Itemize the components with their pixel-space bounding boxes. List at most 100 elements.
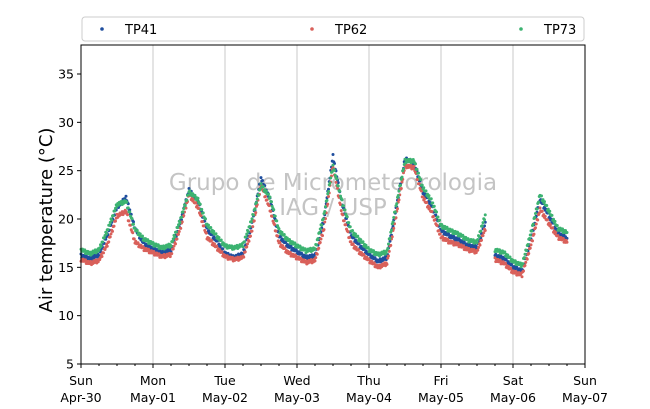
data-point: [424, 189, 428, 193]
data-point: [391, 220, 395, 224]
data-point: [396, 194, 400, 198]
data-point: [171, 240, 174, 244]
legend-label-tp73: TP73: [543, 23, 576, 38]
data-point: [508, 255, 512, 259]
legend-marker-tp62: [310, 27, 314, 31]
data-point: [531, 239, 534, 243]
data-point: [267, 204, 271, 208]
data-point: [241, 245, 245, 249]
data-point: [186, 193, 190, 197]
x-tick-day-label: Sun: [573, 373, 597, 388]
data-point: [538, 206, 542, 210]
watermark-line-1: Grupo de Micrometeorologia: [169, 170, 497, 196]
data-point: [397, 189, 401, 193]
data-point: [339, 209, 343, 213]
data-point: [313, 247, 317, 251]
data-point: [184, 206, 188, 210]
data-point: [543, 200, 546, 204]
data-point: [344, 223, 348, 227]
data-point: [101, 240, 105, 244]
data-point: [533, 215, 537, 219]
data-point: [475, 241, 479, 245]
data-points: [79, 152, 569, 279]
data-point: [325, 198, 329, 202]
data-point: [213, 242, 216, 246]
data-point: [432, 204, 436, 208]
data-point: [423, 197, 426, 201]
data-point: [108, 220, 112, 224]
data-point: [133, 226, 137, 230]
data-point: [258, 187, 262, 191]
data-point: [320, 223, 324, 227]
data-point: [417, 171, 420, 175]
data-point: [102, 251, 105, 255]
data-point: [188, 189, 192, 193]
x-tick-date-label: May-05: [418, 390, 464, 405]
data-point: [187, 187, 191, 191]
data-point: [464, 235, 468, 239]
data-point: [264, 189, 268, 193]
data-point: [335, 177, 339, 181]
x-tick-day-label: Sat: [503, 373, 524, 388]
data-point: [524, 260, 528, 264]
data-point: [324, 205, 327, 209]
x-tick-day-label: Mon: [140, 373, 166, 388]
data-point: [141, 234, 144, 238]
data-point: [171, 247, 175, 251]
data-point: [339, 194, 342, 198]
data-point: [507, 264, 510, 268]
data-point: [210, 239, 213, 243]
data-point: [389, 243, 393, 247]
data-point: [535, 207, 539, 211]
data-point: [395, 202, 399, 206]
data-point: [252, 219, 256, 223]
data-point: [221, 247, 225, 251]
data-point: [126, 213, 129, 217]
data-point: [318, 231, 321, 235]
data-point: [259, 176, 263, 180]
data-point: [370, 259, 374, 263]
data-point: [392, 216, 396, 220]
data-point: [522, 269, 525, 273]
data-point: [531, 222, 535, 226]
data-point: [114, 206, 117, 210]
data-point: [202, 224, 206, 228]
data-point: [272, 208, 276, 212]
grid-lines: [152, 45, 514, 364]
data-point: [481, 234, 485, 238]
data-point: [281, 244, 285, 248]
data-point: [548, 209, 552, 213]
data-point: [483, 229, 487, 233]
data-point: [96, 260, 100, 264]
data-point: [109, 232, 113, 236]
data-point: [327, 189, 330, 193]
data-point: [242, 255, 246, 259]
data-point: [255, 201, 258, 205]
data-point: [246, 242, 249, 246]
data-point: [415, 167, 419, 171]
data-point: [269, 209, 273, 213]
data-point: [138, 232, 142, 236]
data-point: [476, 248, 480, 252]
data-point: [125, 200, 129, 204]
data-point: [170, 252, 174, 256]
legend-marker-tp73: [519, 27, 523, 31]
data-point: [183, 204, 187, 208]
data-point: [198, 202, 202, 206]
data-point: [396, 207, 399, 211]
data-point: [347, 221, 351, 225]
data-point: [390, 235, 394, 239]
y-tick-label: 5: [66, 357, 74, 372]
data-point: [331, 163, 335, 167]
data-point: [546, 218, 549, 222]
data-point: [168, 255, 172, 259]
data-point: [345, 215, 349, 219]
data-point: [245, 232, 249, 236]
data-point: [204, 231, 208, 235]
legend-marker-tp41: [100, 27, 104, 31]
data-point: [534, 226, 537, 230]
data-point: [244, 235, 248, 239]
data-point: [357, 248, 360, 252]
data-point: [108, 235, 112, 239]
data-point: [319, 237, 323, 241]
